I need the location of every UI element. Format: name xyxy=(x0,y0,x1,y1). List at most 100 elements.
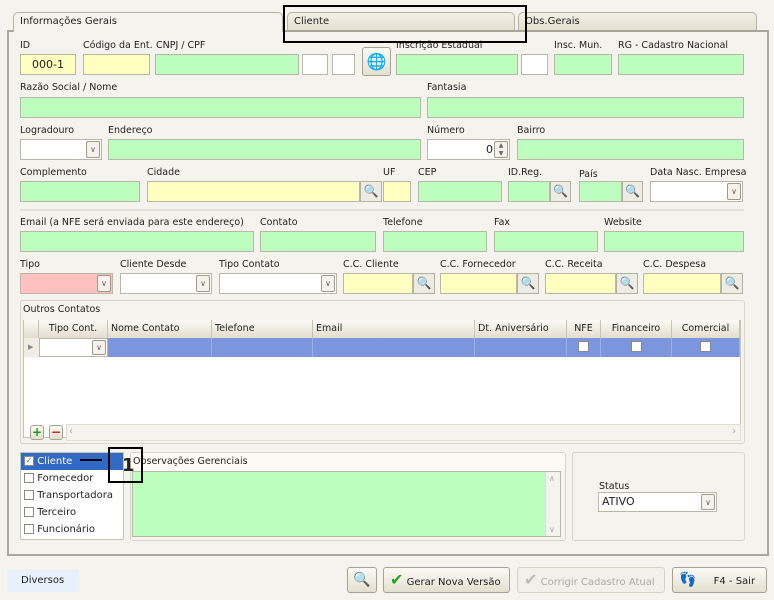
contato-field[interactable] xyxy=(260,231,376,252)
email-field[interactable] xyxy=(20,231,254,252)
cnpj-extra-field-2[interactable] xyxy=(332,54,355,75)
scroll-down-icon[interactable]: ∨ xyxy=(549,525,555,534)
column-comercial[interactable]: Comercial xyxy=(672,320,740,338)
tab-informacoes-gerais[interactable]: Informações Gerais xyxy=(13,12,283,32)
column-tipo-cont[interactable]: Tipo Cont. xyxy=(39,320,108,338)
nfe-checkbox[interactable] xyxy=(578,341,589,352)
telefone-field[interactable] xyxy=(383,231,487,252)
observacoes-textarea[interactable]: ∧ ∨ xyxy=(132,471,561,537)
chevron-down-icon[interactable]: ∨ xyxy=(321,275,335,292)
list-item-transportadora[interactable]: Transportadora xyxy=(21,487,123,504)
cnpj-field[interactable] xyxy=(155,54,299,75)
column-financeiro[interactable]: Financeiro xyxy=(601,320,672,338)
scroll-up-icon[interactable]: ∧ xyxy=(549,474,555,483)
column-dt-aniversario[interactable]: Dt. Aniversário xyxy=(475,320,567,338)
chevron-down-icon[interactable]: ∨ xyxy=(97,275,111,292)
column-email[interactable]: Email xyxy=(313,320,475,338)
logradouro-select[interactable]: ∨ xyxy=(20,139,102,160)
inscricao-estadual-field[interactable] xyxy=(396,54,518,75)
column-nome-contato[interactable]: Nome Contato xyxy=(108,320,212,338)
list-item-funcionario[interactable]: Funcionário xyxy=(21,521,123,538)
comercial-checkbox[interactable] xyxy=(700,341,711,352)
scroll-right-icon[interactable]: › xyxy=(732,426,736,437)
chevron-down-icon[interactable]: ∨ xyxy=(92,340,106,355)
cep-field[interactable] xyxy=(418,181,502,202)
cc-despesa-search-button[interactable]: 🔍 xyxy=(721,273,743,294)
pais-field[interactable] xyxy=(579,181,622,202)
label-cc-receita: C.C. Receita xyxy=(545,259,603,270)
cliente-desde-select[interactable]: ∨ xyxy=(120,273,212,294)
uf-field[interactable] xyxy=(383,181,411,202)
financeiro-checkbox[interactable] xyxy=(630,341,642,352)
gerar-nova-versao-button[interactable]: ✔ Gerar Nova Versão xyxy=(383,567,510,593)
fax-field[interactable] xyxy=(494,231,598,252)
column-telefone[interactable]: Telefone xyxy=(212,320,313,338)
cc-despesa-field[interactable] xyxy=(643,273,721,294)
tipo-cont-cell-select[interactable]: ∨ xyxy=(39,338,108,357)
tipo-select[interactable]: ∨ xyxy=(20,273,113,294)
idreg-search-button[interactable]: 🔍 xyxy=(550,181,571,202)
cnpj-extra-field-1[interactable] xyxy=(302,54,328,75)
id-field[interactable]: 000-1 xyxy=(20,54,76,75)
razao-social-field[interactable] xyxy=(20,97,421,118)
chevron-down-icon[interactable]: ∨ xyxy=(86,141,100,158)
tab-obs-gerais[interactable]: Obs.Gerais xyxy=(518,12,757,31)
cc-fornecedor-search-button[interactable]: 🔍 xyxy=(517,273,539,294)
chevron-down-icon[interactable]: ∨ xyxy=(727,183,741,200)
sair-button[interactable]: 👣 F4 - Sair xyxy=(672,567,767,593)
complemento-field[interactable] xyxy=(20,181,140,202)
tipo-contato-select[interactable]: ∨ xyxy=(219,273,337,294)
website-field[interactable] xyxy=(604,231,744,252)
pais-search-button[interactable]: 🔍 xyxy=(622,181,643,202)
cc-cliente-field[interactable] xyxy=(343,273,413,294)
cidade-field[interactable] xyxy=(147,181,360,202)
telefone-cell[interactable] xyxy=(212,338,313,357)
spinner-arrows-icon[interactable]: ▲ ▼ xyxy=(494,141,508,158)
endereco-field[interactable] xyxy=(108,139,421,160)
fantasia-field[interactable] xyxy=(427,97,744,118)
funcionario-checkbox[interactable] xyxy=(24,524,34,534)
corrigir-cadastro-button[interactable]: ✔ Corrigir Cadastro Atual xyxy=(517,567,665,593)
nfe-cell[interactable] xyxy=(567,338,601,357)
fornecedor-checkbox[interactable] xyxy=(24,473,34,483)
vertical-scrollbar[interactable]: ∧ ∨ xyxy=(545,472,560,536)
status-select[interactable]: ATIVO ∨ xyxy=(598,492,717,512)
cidade-search-button[interactable]: 🔍 xyxy=(360,181,382,202)
label-email: Email (a NFE será enviada para este ende… xyxy=(20,217,244,228)
bairro-field[interactable] xyxy=(517,139,744,160)
idreg-field[interactable] xyxy=(508,181,550,202)
comercial-cell[interactable] xyxy=(672,338,740,357)
list-item-cliente[interactable]: ✓ Cliente xyxy=(21,453,123,470)
diversos-tab[interactable]: Diversos xyxy=(7,570,79,592)
horizontal-scrollbar[interactable]: ‹ › xyxy=(66,424,741,441)
nome-contato-cell[interactable] xyxy=(108,338,212,357)
cliente-checkbox[interactable]: ✓ xyxy=(24,456,34,466)
dt-aniversario-cell[interactable] xyxy=(475,338,567,357)
data-nasc-select[interactable]: ∨ xyxy=(650,181,743,202)
column-nfe[interactable]: NFE xyxy=(567,320,601,338)
codigo-field[interactable] xyxy=(83,54,150,75)
tab-cliente[interactable]: Cliente xyxy=(287,12,515,31)
globe-lookup-button[interactable]: 🌐 xyxy=(362,47,391,76)
cc-receita-field[interactable] xyxy=(545,273,616,294)
financeiro-cell[interactable] xyxy=(601,338,672,357)
add-contact-button[interactable]: + xyxy=(30,425,44,440)
cc-fornecedor-field[interactable] xyxy=(440,273,517,294)
rg-field[interactable] xyxy=(618,54,744,75)
email-cell[interactable] xyxy=(313,338,475,357)
terceiro-checkbox[interactable] xyxy=(24,507,34,517)
numero-spinner[interactable]: 0 ▲ ▼ xyxy=(427,139,510,160)
list-item-terceiro[interactable]: Terceiro xyxy=(21,504,123,521)
list-item-fornecedor[interactable]: Fornecedor xyxy=(21,470,123,487)
cc-cliente-search-button[interactable]: 🔍 xyxy=(413,273,435,294)
chevron-down-icon[interactable]: ∨ xyxy=(701,494,715,510)
tipo-cadastro-list[interactable]: ✓ Cliente Fornecedor Transportadora Terc… xyxy=(20,452,124,540)
ie-extra-field[interactable] xyxy=(521,54,548,75)
cc-receita-search-button[interactable]: 🔍 xyxy=(616,273,638,294)
scroll-left-icon[interactable]: ‹ xyxy=(69,426,73,437)
chevron-down-icon[interactable]: ∨ xyxy=(196,275,210,292)
remove-contact-button[interactable]: − xyxy=(49,425,63,440)
search-button[interactable]: 🔍 xyxy=(347,567,377,593)
insc-mun-field[interactable] xyxy=(554,54,612,75)
transportadora-checkbox[interactable] xyxy=(24,490,34,500)
